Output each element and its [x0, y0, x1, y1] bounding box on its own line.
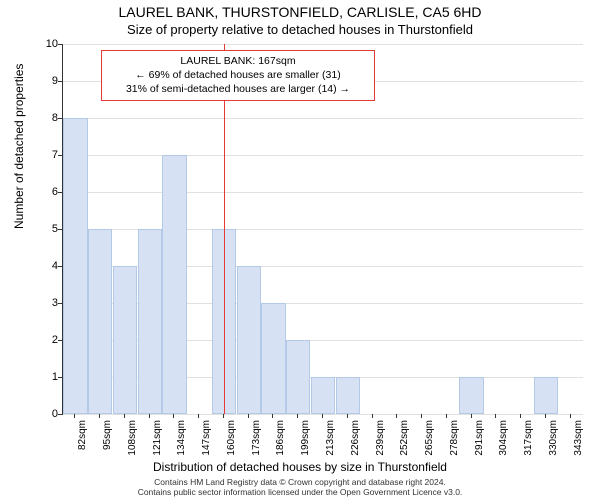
annot-line3: 31% of semi-detached houses are larger (…	[126, 83, 350, 95]
y-tick-label: 6	[38, 186, 58, 198]
y-tick-label: 3	[38, 297, 58, 309]
gridline	[63, 155, 583, 156]
x-tick-label: 147sqm	[201, 420, 212, 456]
x-tick-mark	[99, 414, 100, 418]
y-tick-label: 7	[38, 149, 58, 161]
chart-title-line1: LAUREL BANK, THURSTONFIELD, CARLISLE, CA…	[0, 4, 600, 20]
x-tick-label: 343sqm	[573, 420, 584, 456]
histogram-bar	[286, 340, 310, 414]
x-tick-label: 291sqm	[474, 420, 485, 456]
x-tick-label: 173sqm	[251, 420, 262, 456]
y-tick-label: 10	[38, 38, 58, 50]
x-tick-label: 160sqm	[226, 420, 237, 456]
histogram-bar	[138, 229, 162, 414]
y-tick-mark	[58, 155, 62, 156]
y-tick-label: 4	[38, 260, 58, 272]
footer-attribution: Contains HM Land Registry data © Crown c…	[0, 477, 600, 497]
x-tick-mark	[74, 414, 75, 418]
annot-line1: LAUREL BANK: 167sqm	[180, 55, 295, 67]
y-tick-label: 2	[38, 334, 58, 346]
y-tick-mark	[58, 266, 62, 267]
gridline	[63, 192, 583, 193]
x-tick-label: 95sqm	[102, 420, 113, 450]
histogram-bar	[336, 377, 360, 414]
y-tick-label: 0	[38, 408, 58, 420]
x-tick-mark	[495, 414, 496, 418]
x-tick-mark	[570, 414, 571, 418]
histogram-bar	[63, 118, 87, 414]
y-tick-label: 8	[38, 112, 58, 124]
x-tick-mark	[322, 414, 323, 418]
y-tick-mark	[58, 118, 62, 119]
x-tick-mark	[347, 414, 348, 418]
x-tick-label: 121sqm	[152, 420, 163, 456]
y-tick-label: 9	[38, 75, 58, 87]
x-axis-label: Distribution of detached houses by size …	[0, 460, 600, 474]
y-tick-mark	[58, 192, 62, 193]
annot-line2: ← 69% of detached houses are smaller (31…	[135, 69, 340, 81]
x-tick-mark	[173, 414, 174, 418]
gridline	[63, 44, 583, 45]
histogram-bar	[88, 229, 112, 414]
x-tick-mark	[297, 414, 298, 418]
gridline	[63, 414, 583, 415]
histogram-bar	[534, 377, 558, 414]
histogram-bar	[113, 266, 137, 414]
histogram-bar	[162, 155, 186, 414]
x-tick-label: 317sqm	[523, 420, 534, 456]
x-tick-mark	[520, 414, 521, 418]
gridline	[63, 118, 583, 119]
y-axis-label: Number of detached properties	[12, 64, 26, 229]
x-tick-mark	[198, 414, 199, 418]
x-tick-mark	[471, 414, 472, 418]
x-tick-label: 278sqm	[449, 420, 460, 456]
histogram-bar	[261, 303, 285, 414]
x-tick-mark	[446, 414, 447, 418]
x-tick-mark	[223, 414, 224, 418]
x-tick-mark	[372, 414, 373, 418]
x-tick-label: 199sqm	[300, 420, 311, 456]
x-tick-label: 108sqm	[127, 420, 138, 456]
x-tick-mark	[545, 414, 546, 418]
x-tick-label: 82sqm	[77, 420, 88, 450]
chart-title-line2: Size of property relative to detached ho…	[0, 22, 600, 37]
x-tick-mark	[248, 414, 249, 418]
y-tick-label: 5	[38, 223, 58, 235]
y-tick-mark	[58, 229, 62, 230]
x-tick-label: 134sqm	[176, 420, 187, 456]
x-tick-mark	[421, 414, 422, 418]
histogram-bar	[459, 377, 483, 414]
footer-line1: Contains HM Land Registry data © Crown c…	[154, 477, 446, 487]
x-tick-label: 252sqm	[399, 420, 410, 456]
x-tick-label: 213sqm	[325, 420, 336, 456]
x-tick-mark	[124, 414, 125, 418]
x-tick-label: 239sqm	[375, 420, 386, 456]
y-tick-mark	[58, 303, 62, 304]
x-tick-label: 186sqm	[275, 420, 286, 456]
x-tick-mark	[149, 414, 150, 418]
y-tick-mark	[58, 377, 62, 378]
y-tick-mark	[58, 340, 62, 341]
x-tick-mark	[272, 414, 273, 418]
chart-container: LAUREL BANK, THURSTONFIELD, CARLISLE, CA…	[0, 0, 600, 500]
histogram-bar	[311, 377, 335, 414]
histogram-bar	[237, 266, 261, 414]
y-tick-mark	[58, 44, 62, 45]
annotation-box: LAUREL BANK: 167sqm ← 69% of detached hou…	[101, 50, 375, 101]
x-tick-label: 226sqm	[350, 420, 361, 456]
y-tick-label: 1	[38, 371, 58, 383]
y-tick-mark	[58, 81, 62, 82]
x-tick-mark	[396, 414, 397, 418]
x-tick-label: 304sqm	[498, 420, 509, 456]
x-tick-label: 330sqm	[548, 420, 559, 456]
x-tick-label: 265sqm	[424, 420, 435, 456]
footer-line2: Contains public sector information licen…	[138, 487, 463, 497]
y-tick-mark	[58, 414, 62, 415]
